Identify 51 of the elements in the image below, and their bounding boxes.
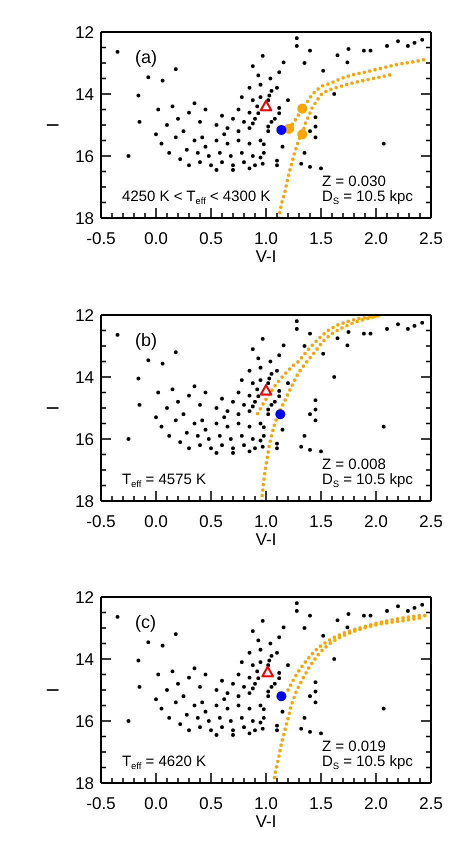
x-axis-title: V-I bbox=[256, 247, 276, 266]
x-tick-label: 2.5 bbox=[419, 512, 443, 531]
y-tick-label: 16 bbox=[75, 147, 94, 166]
annotation: (c) bbox=[135, 612, 156, 632]
annotation: D$_{S}$ = 10.5 kpc bbox=[322, 471, 413, 489]
annotation: Z = 0.030 bbox=[322, 173, 386, 190]
x-tick-label: 0.0 bbox=[144, 794, 168, 813]
annotation: (a) bbox=[135, 47, 157, 67]
annotation: T$_{eff}$ = 4620 K bbox=[122, 753, 206, 771]
y-tick-label: 12 bbox=[75, 588, 94, 608]
annotation: (b) bbox=[135, 330, 157, 350]
x-tick-label: -0.5 bbox=[86, 512, 116, 531]
x-tick-label: 0.0 bbox=[144, 512, 168, 531]
y-tick-label: 14 bbox=[75, 85, 94, 104]
x-tick-label: 1.5 bbox=[309, 794, 333, 813]
x-tick-label: -0.5 bbox=[86, 794, 116, 813]
x-tick-label: 2.0 bbox=[364, 229, 388, 248]
y-tick-label: 18 bbox=[75, 774, 94, 794]
y-axis-title: I bbox=[44, 406, 63, 410]
y-tick-label: 18 bbox=[75, 492, 94, 512]
x-tick-label: 0.5 bbox=[199, 794, 223, 813]
x-tick-label: 1.5 bbox=[309, 512, 333, 531]
y-tick-label: 12 bbox=[75, 306, 94, 326]
x-axis-title: V-I bbox=[256, 812, 276, 831]
y-tick-label: 18 bbox=[75, 209, 94, 228]
x-tick-label: 0.5 bbox=[199, 512, 223, 531]
x-tick-label: 1.0 bbox=[254, 512, 278, 531]
x-tick-label: 1.5 bbox=[309, 229, 333, 248]
x-tick-label: 2.0 bbox=[364, 794, 388, 813]
y-tick-label: 16 bbox=[75, 430, 94, 450]
y-axis-title: I bbox=[44, 688, 63, 692]
x-axis-title: V-I bbox=[256, 530, 276, 549]
x-tick-label: -0.5 bbox=[86, 229, 116, 248]
x-tick-label: 0.5 bbox=[199, 229, 223, 248]
annotation: T$_{eff}$ = 4575 K bbox=[122, 471, 206, 489]
y-tick-label: 16 bbox=[75, 712, 94, 732]
annotation: D$_{S}$ = 10.5 kpc bbox=[322, 188, 413, 206]
annotation: Z = 0.019 bbox=[322, 738, 386, 755]
annotation: 4250 K < T$_{eff}$ < 4300 K bbox=[122, 188, 270, 206]
x-tick-label: 1.0 bbox=[254, 229, 278, 248]
y-tick-label: 12 bbox=[75, 23, 94, 42]
x-tick-label: 0.0 bbox=[144, 229, 168, 248]
y-tick-label: 14 bbox=[75, 368, 94, 388]
annotation: D$_{S}$ = 10.5 kpc bbox=[322, 753, 413, 771]
y-axis-title: I bbox=[44, 122, 63, 128]
x-tick-label: 2.5 bbox=[419, 794, 443, 813]
x-tick-label: 2.5 bbox=[419, 229, 443, 248]
annotation: Z = 0.008 bbox=[322, 456, 386, 473]
x-tick-label: 2.0 bbox=[364, 512, 388, 531]
y-tick-label: 14 bbox=[75, 650, 94, 670]
x-tick-label: 1.0 bbox=[254, 794, 278, 813]
